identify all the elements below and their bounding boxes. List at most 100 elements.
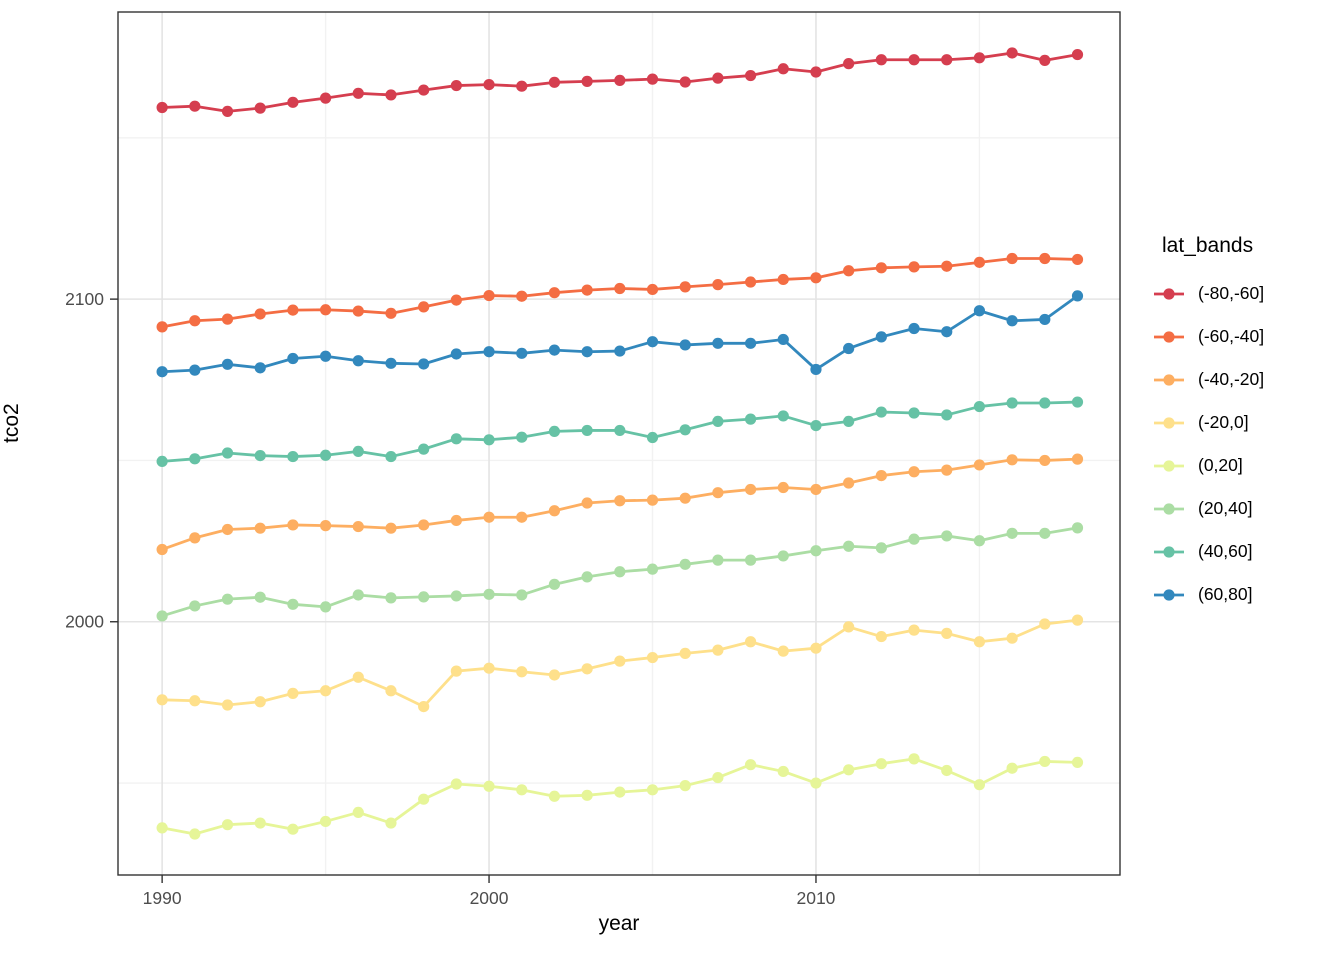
data-point xyxy=(810,545,822,557)
data-point xyxy=(581,346,593,358)
data-point xyxy=(319,449,332,461)
legend-key-icon xyxy=(1154,502,1184,515)
data-point xyxy=(810,363,822,376)
data-point xyxy=(1039,755,1051,768)
data-point xyxy=(516,80,528,92)
data-point xyxy=(581,663,593,675)
data-point xyxy=(319,601,332,613)
y-axis-label: tco2 xyxy=(0,403,23,443)
data-point xyxy=(1039,454,1051,467)
data-point xyxy=(581,571,593,583)
data-point xyxy=(679,281,691,293)
data-point xyxy=(385,685,397,697)
data-point xyxy=(450,79,462,92)
data-point xyxy=(646,336,659,348)
data-point xyxy=(614,495,626,507)
data-point xyxy=(418,443,430,455)
data-point xyxy=(973,305,986,317)
data-point xyxy=(875,630,887,643)
y-tick-label: 2100 xyxy=(65,289,104,309)
data-point xyxy=(352,355,364,367)
data-point xyxy=(287,304,299,316)
data-point xyxy=(581,75,593,87)
x-tick-label: 2000 xyxy=(470,888,509,908)
data-point xyxy=(418,84,430,96)
data-point xyxy=(254,591,266,603)
y-tick-label: 2000 xyxy=(65,612,104,632)
data-point xyxy=(712,415,724,428)
data-point xyxy=(679,424,691,436)
legend-label: (20,40] xyxy=(1198,498,1253,518)
data-point xyxy=(679,76,691,88)
data-point xyxy=(843,58,855,70)
data-point xyxy=(1039,313,1051,326)
data-point xyxy=(712,771,724,784)
data-point xyxy=(221,593,234,605)
data-point xyxy=(875,542,887,554)
legend-label: (-80,-60] xyxy=(1198,283,1265,303)
data-point xyxy=(810,272,822,284)
data-point xyxy=(189,315,201,327)
data-point xyxy=(581,789,593,801)
data-point xyxy=(450,778,462,790)
data-point xyxy=(516,511,528,523)
data-point xyxy=(843,540,855,552)
data-point xyxy=(777,333,789,346)
data-point xyxy=(1006,762,1018,774)
data-point xyxy=(254,522,266,534)
data-point xyxy=(352,305,364,317)
data-point xyxy=(581,424,593,437)
data-point xyxy=(287,352,299,365)
data-point xyxy=(712,487,724,499)
data-point xyxy=(941,627,953,639)
data-point xyxy=(973,400,986,413)
data-point xyxy=(221,358,234,370)
data-point xyxy=(385,357,397,369)
data-point xyxy=(1006,632,1018,644)
data-point xyxy=(189,600,201,612)
data-point xyxy=(319,815,332,828)
data-point xyxy=(614,566,626,578)
data-point xyxy=(843,621,855,633)
data-point xyxy=(156,543,168,556)
data-point xyxy=(385,522,397,534)
legend-key-icon xyxy=(1154,588,1184,601)
data-point xyxy=(156,101,168,114)
data-point xyxy=(1006,252,1018,265)
data-point xyxy=(777,645,789,657)
data-point xyxy=(581,284,593,296)
data-point xyxy=(483,588,495,600)
data-point xyxy=(744,69,757,82)
data-point xyxy=(1039,397,1051,409)
data-point xyxy=(548,344,561,356)
data-point xyxy=(679,558,691,570)
legend-key-icon xyxy=(1154,545,1184,558)
data-point xyxy=(777,550,789,562)
data-point xyxy=(189,364,201,376)
data-point xyxy=(810,483,822,496)
data-point xyxy=(189,828,201,840)
data-point xyxy=(418,519,430,531)
data-point xyxy=(1039,252,1051,265)
data-point xyxy=(875,54,887,66)
data-point xyxy=(319,520,332,532)
data-point xyxy=(1071,522,1084,534)
data-point xyxy=(1039,527,1051,539)
data-point xyxy=(189,695,201,707)
data-point xyxy=(614,424,626,437)
data-point xyxy=(385,89,397,101)
legend-key-icon xyxy=(1154,287,1184,300)
data-point xyxy=(156,455,168,468)
data-point xyxy=(777,765,789,778)
legend-label: (0,20] xyxy=(1198,455,1243,475)
data-point xyxy=(646,784,659,796)
x-tick-label: 2010 xyxy=(796,888,835,908)
data-point xyxy=(777,410,789,422)
data-point xyxy=(1071,756,1084,769)
legend-label: (40,60] xyxy=(1198,541,1253,561)
data-point xyxy=(156,822,168,834)
data-point xyxy=(744,483,757,496)
data-point xyxy=(483,434,495,446)
data-point xyxy=(875,758,887,770)
data-point xyxy=(418,793,430,805)
